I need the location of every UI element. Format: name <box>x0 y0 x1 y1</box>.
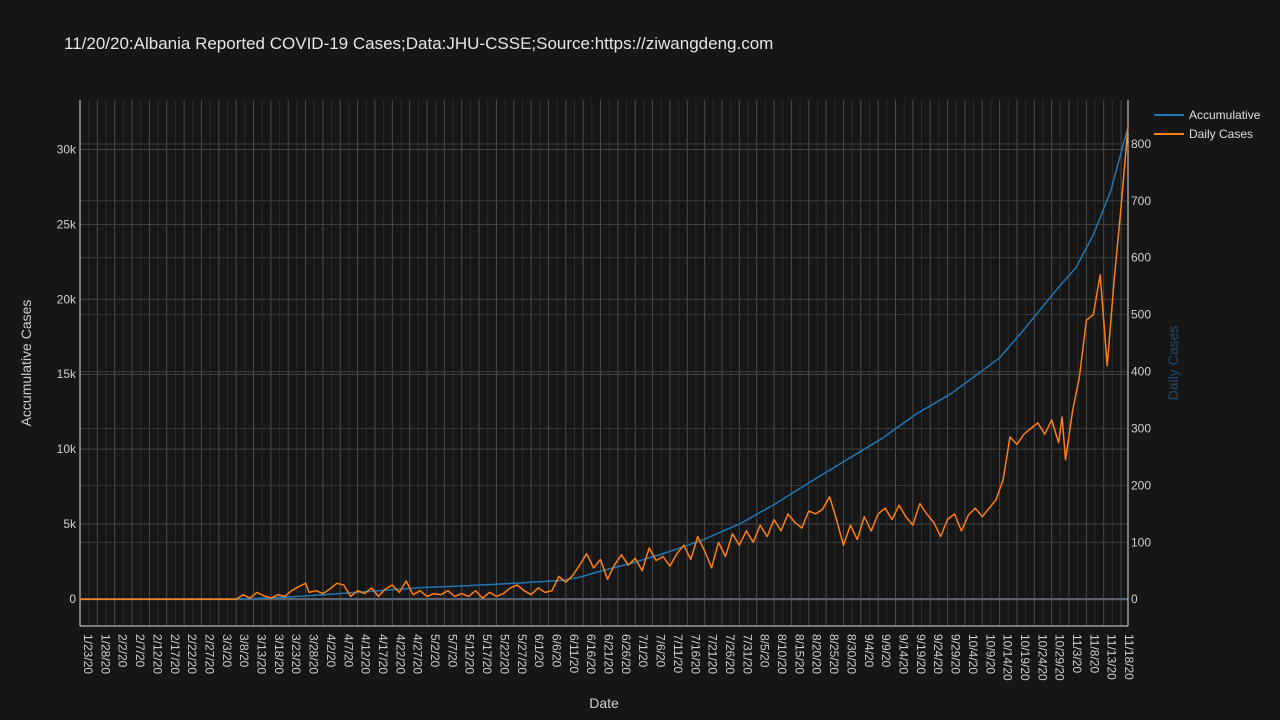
x-tick-label: 8/5/20 <box>758 634 772 668</box>
x-tick-label: 9/14/20 <box>896 634 910 674</box>
series-layer <box>80 126 1129 600</box>
y2-tick-label: 400 <box>1131 365 1151 379</box>
x-tick-label: 4/27/20 <box>411 634 425 674</box>
x-tick-label: 1/28/20 <box>98 634 112 674</box>
x-tick-label: 7/21/20 <box>706 634 720 674</box>
x-tick-label: 6/26/20 <box>619 634 633 674</box>
x-tick-label: 3/13/20 <box>255 634 269 674</box>
x-tick-label: 9/24/20 <box>931 634 945 674</box>
x-tick-label: 11/18/20 <box>1122 634 1136 680</box>
x-tick-label: 10/4/20 <box>966 634 980 674</box>
y-tick-label: 20k <box>57 292 77 306</box>
y2-tick-label: 300 <box>1131 421 1151 435</box>
x-axis-title: Date <box>589 695 619 711</box>
x-tick-label: 6/21/20 <box>602 634 616 674</box>
y2-tick-label: 0 <box>1131 592 1138 606</box>
x-tick-label: 7/6/20 <box>654 634 668 668</box>
x-tick-label: 6/11/20 <box>567 634 581 673</box>
x-tick-label: 2/27/20 <box>202 634 216 674</box>
x-tick-label: 3/28/20 <box>307 634 321 674</box>
y-tick-label: 30k <box>57 142 77 156</box>
x-tick-label: 6/1/20 <box>532 634 546 668</box>
x-tick-label: 9/19/20 <box>914 634 928 674</box>
x-tick-label: 6/16/20 <box>584 634 598 674</box>
x-tick-label: 9/4/20 <box>862 634 876 668</box>
x-tick-label: 5/7/20 <box>445 634 459 668</box>
x-tick-label: 3/18/20 <box>272 634 286 674</box>
x-tick-label: 9/29/20 <box>949 634 963 674</box>
y-tick-label: 10k <box>57 442 77 456</box>
y2-tick-label: 600 <box>1131 251 1151 265</box>
x-tick-label: 7/16/20 <box>688 634 702 674</box>
grid-layer <box>79 100 1128 626</box>
x-tick-label: 8/25/20 <box>827 634 841 674</box>
label-layer: 0 5k 10k 15k 20k 25k 30k 0 100 200 300 400 500 600 700… <box>18 137 1181 711</box>
x-tick-label: 5/2/20 <box>428 634 442 668</box>
x-tick-label: 2/12/20 <box>150 634 164 674</box>
x-tick-label: 2/17/20 <box>168 634 182 674</box>
x-tick-label: 10/9/20 <box>983 634 997 674</box>
x-tick-label: 4/7/20 <box>341 634 355 668</box>
x-tick-label: 10/14/20 <box>1001 634 1015 681</box>
y2-tick-label: 200 <box>1131 478 1151 492</box>
x-tick-label: 8/10/20 <box>775 634 789 674</box>
x-tick-label: 7/11/20 <box>671 634 685 673</box>
x-tick-label: 8/30/20 <box>844 634 858 674</box>
x-tick-label: 2/22/20 <box>185 634 199 674</box>
x-tick-label: 4/12/20 <box>359 634 373 674</box>
x-tick-label: 4/17/20 <box>376 634 390 674</box>
x-tick-label: 3/23/20 <box>289 634 303 674</box>
x-tick-label: 9/9/20 <box>879 634 893 668</box>
x-tick-label: 5/27/20 <box>515 634 529 674</box>
y-tick-label: 15k <box>57 367 77 381</box>
x-tick-label: 10/29/20 <box>1053 634 1067 681</box>
chart-title: 11/20/20:Albania Reported COVID-19 Cases… <box>64 34 774 53</box>
x-tick-label: 7/31/20 <box>740 634 754 674</box>
daily-cases-series-line <box>80 126 1129 600</box>
x-tick-label: 10/24/20 <box>1035 634 1049 681</box>
y2-tick-label: 100 <box>1131 535 1151 549</box>
y2-tick-label: 800 <box>1131 137 1151 151</box>
x-tick-label: 7/26/20 <box>723 634 737 674</box>
legend-layer: Accumulative Daily Cases <box>1154 108 1261 141</box>
x-tick-label: 5/17/20 <box>480 634 494 674</box>
x-tick-label: 3/3/20 <box>220 634 234 668</box>
y-tick-label: 5k <box>63 517 77 531</box>
x-tick-label: 5/12/20 <box>463 634 477 674</box>
y-tick-label: 0 <box>69 592 76 606</box>
x-tick-label: 2/7/20 <box>133 634 147 668</box>
x-tick-label: 5/22/20 <box>497 634 511 674</box>
axis-layer <box>79 100 1129 627</box>
x-tick-label: 4/2/20 <box>324 634 338 668</box>
x-tick-label: 4/22/20 <box>393 634 407 674</box>
x-tick-label: 2/2/20 <box>116 634 130 668</box>
x-tick-label: 7/1/20 <box>636 634 650 668</box>
x-tick-label: 6/6/20 <box>549 634 563 668</box>
x-tick-label: 11/3/20 <box>1070 634 1084 673</box>
y2-tick-label: 500 <box>1131 308 1151 322</box>
x-tick-label: 3/8/20 <box>237 634 251 668</box>
y2-axis-title: Daily Cases <box>1165 326 1181 401</box>
x-tick-label: 1/23/20 <box>81 634 95 674</box>
y2-tick-label: 700 <box>1131 194 1151 208</box>
x-tick-label: 10/19/20 <box>1018 634 1032 681</box>
legend-label: Accumulative <box>1189 108 1261 122</box>
x-tick-label: 8/20/20 <box>810 634 824 674</box>
x-tick-label: 11/8/20 <box>1087 634 1101 673</box>
y-axis-title: Accumulative Cases <box>18 300 34 427</box>
x-tick-label: 11/13/20 <box>1105 634 1119 680</box>
legend-label: Daily Cases <box>1189 127 1253 141</box>
x-tick-label: 8/15/20 <box>792 634 806 674</box>
accumulative-series-line <box>80 126 1129 600</box>
y-tick-label: 25k <box>57 217 77 231</box>
